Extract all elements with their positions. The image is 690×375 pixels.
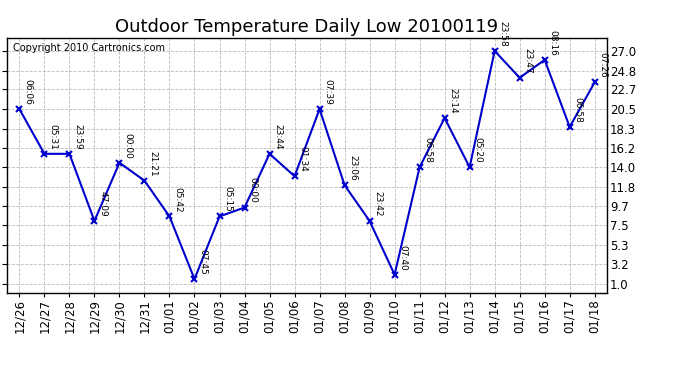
Text: 06:06: 06:06: [23, 79, 32, 105]
Text: 08:16: 08:16: [549, 30, 558, 56]
Text: 07:45: 07:45: [199, 249, 208, 275]
Text: 05:31: 05:31: [48, 124, 57, 150]
Text: 01:34: 01:34: [299, 146, 308, 172]
Text: 00:00: 00:00: [124, 133, 132, 159]
Text: 06:58: 06:58: [574, 97, 583, 123]
Text: 05:42: 05:42: [174, 187, 183, 212]
Text: 23:06: 23:06: [348, 155, 357, 181]
Text: 23:59: 23:59: [74, 124, 83, 150]
Text: 07:26: 07:26: [599, 53, 608, 78]
Text: 06:58: 06:58: [424, 137, 433, 163]
Text: 05:20: 05:20: [474, 137, 483, 163]
Text: 05:15: 05:15: [224, 186, 233, 212]
Text: 21:21: 21:21: [148, 151, 157, 177]
Text: 07:39: 07:39: [324, 79, 333, 105]
Text: 23:47: 23:47: [524, 48, 533, 74]
Text: 07:40: 07:40: [399, 245, 408, 270]
Text: 23:42: 23:42: [374, 191, 383, 217]
Text: 00:00: 00:00: [248, 177, 257, 203]
Text: 23:44: 23:44: [274, 124, 283, 150]
Text: 23:58: 23:58: [499, 21, 508, 47]
Title: Outdoor Temperature Daily Low 20100119: Outdoor Temperature Daily Low 20100119: [115, 18, 499, 36]
Text: 23:14: 23:14: [448, 88, 457, 114]
Text: Copyright 2010 Cartronics.com: Copyright 2010 Cartronics.com: [13, 43, 165, 52]
Text: 47:09: 47:09: [99, 191, 108, 217]
